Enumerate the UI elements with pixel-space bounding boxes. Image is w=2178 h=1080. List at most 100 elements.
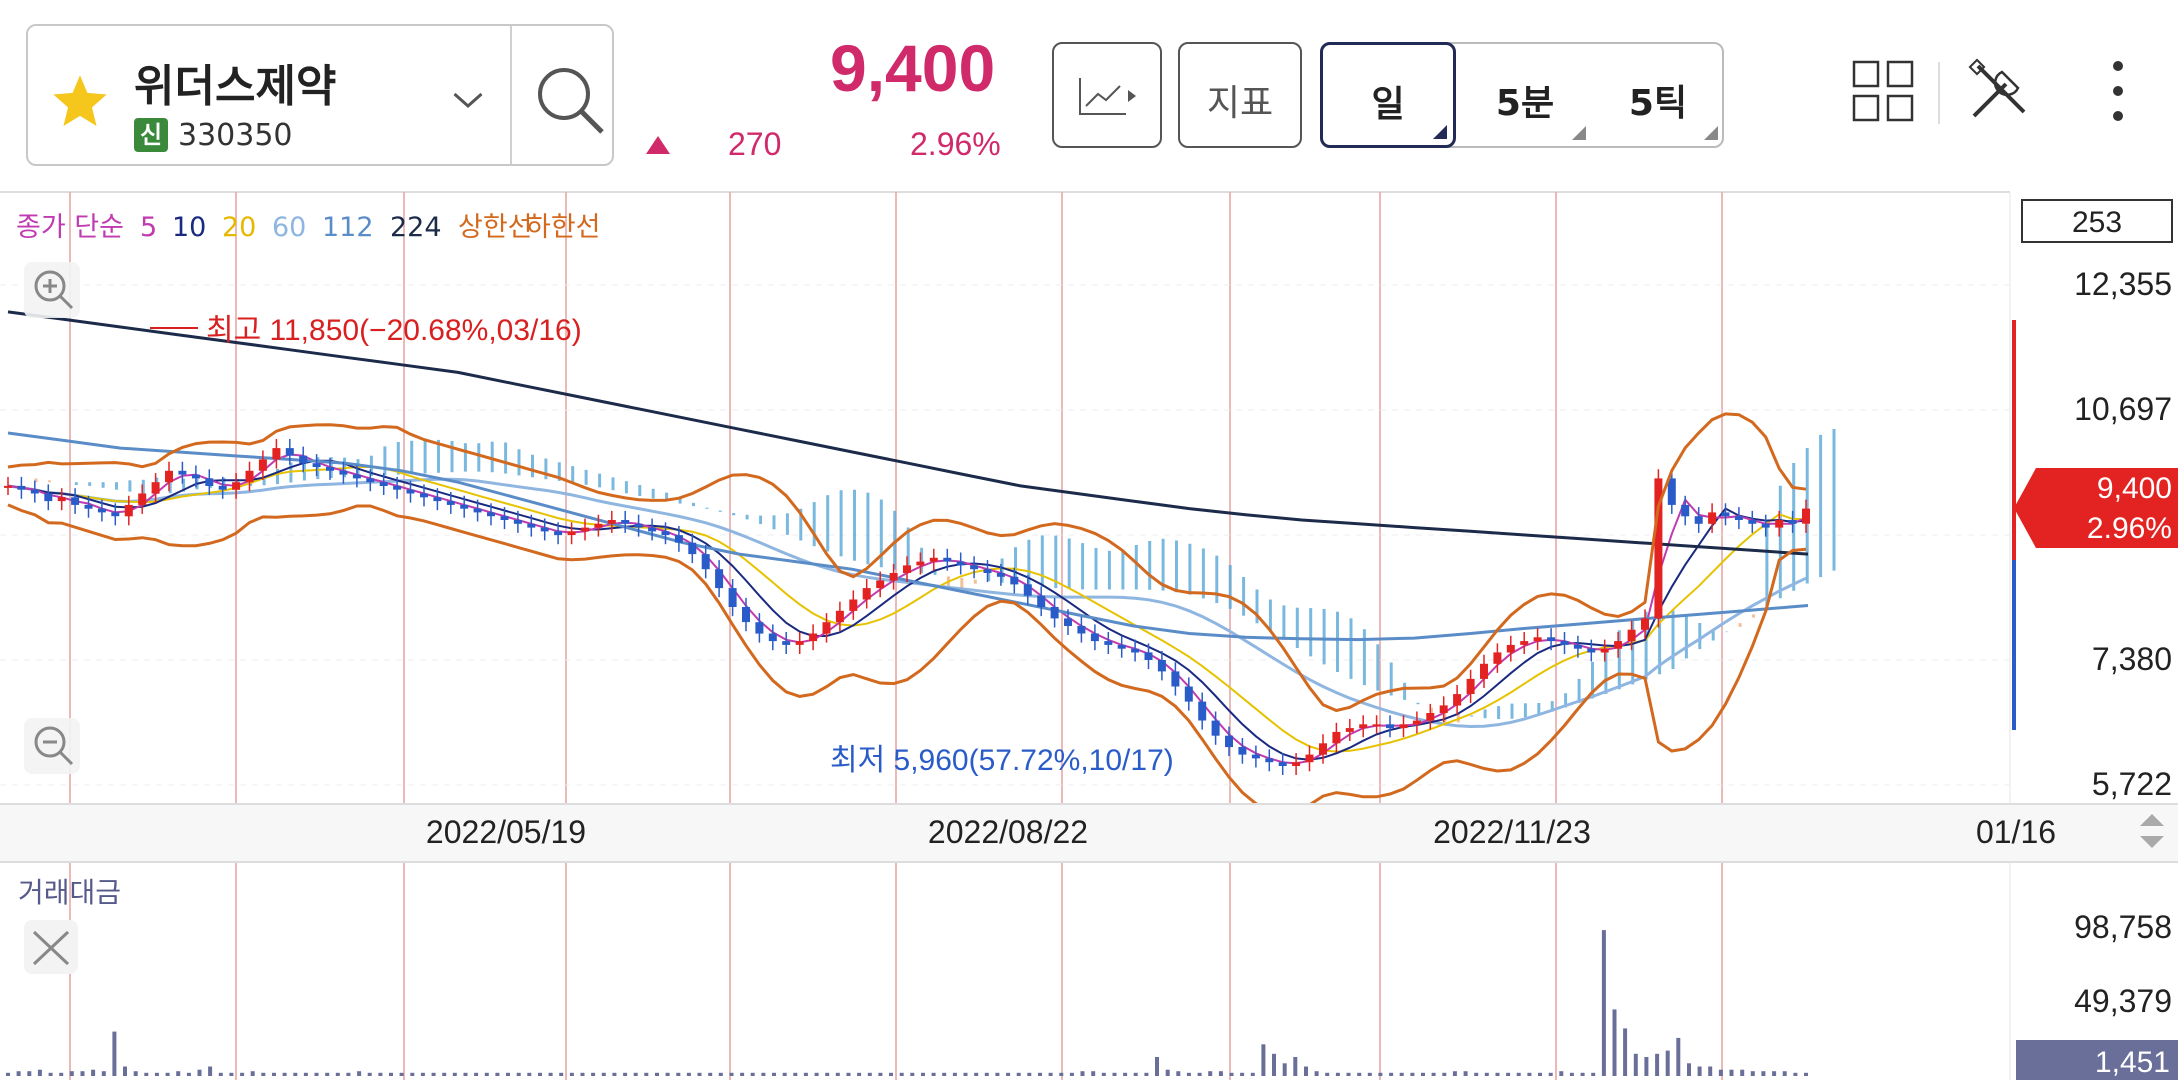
volume-bar <box>1186 1072 1191 1076</box>
volume-bar <box>6 1072 10 1076</box>
volume-bar <box>1197 1072 1202 1076</box>
x-label: 2022/08/22 <box>928 814 1088 850</box>
volume-bar <box>1484 1072 1489 1076</box>
candle-body <box>1117 644 1126 649</box>
candle-body <box>1251 754 1260 759</box>
volume-bar <box>59 1072 64 1076</box>
candle-body <box>849 599 858 611</box>
upper-band-line <box>7 412 1807 713</box>
candle-body <box>527 523 536 528</box>
candle-body <box>1439 705 1448 713</box>
volume-bar <box>1272 1053 1276 1076</box>
volume-bar <box>516 1072 521 1076</box>
volume-bar <box>240 1072 245 1076</box>
candle-body <box>1587 648 1596 653</box>
candle-body <box>17 485 26 490</box>
close-volume-icon[interactable] <box>24 920 78 974</box>
candle-body <box>71 497 80 505</box>
candle-body <box>1144 652 1153 660</box>
volume-bar <box>165 1072 170 1076</box>
candle-body <box>607 520 616 524</box>
volume-bar <box>729 1072 734 1076</box>
candle-body <box>97 508 106 513</box>
x-axis-strip[interactable] <box>0 804 2178 862</box>
volume-bar <box>1250 1072 1255 1076</box>
stock-selector[interactable]: 위더스제약 신 330350 <box>26 24 614 166</box>
x-label: 2022/05/19 <box>426 814 586 850</box>
candle-body <box>1533 637 1542 642</box>
volume-bar <box>697 1072 702 1076</box>
volume-bar <box>1346 1072 1351 1076</box>
candle-body <box>473 508 482 513</box>
volume-bar <box>1612 1009 1617 1076</box>
volume-bar <box>325 1072 330 1076</box>
candle-body <box>916 561 925 566</box>
visible-count-box[interactable] <box>2021 199 2173 243</box>
chevron-down-icon[interactable] <box>450 82 486 118</box>
volume-bar <box>952 1072 957 1076</box>
candle-body <box>191 474 200 479</box>
volume-bar <box>1399 1072 1404 1076</box>
volume-bar <box>1548 1072 1553 1076</box>
search-icon[interactable] <box>530 60 610 140</box>
zoom-in-icon[interactable] <box>24 262 80 318</box>
volume-bar <box>474 1072 479 1076</box>
candle-body <box>1010 576 1019 585</box>
volume-bar <box>1495 1072 1500 1076</box>
volume-bar <box>1772 1071 1777 1076</box>
period-5tick-tab[interactable]: 5틱 <box>1592 44 1724 146</box>
candle-body <box>1131 648 1140 653</box>
candle-body <box>1480 663 1488 679</box>
period-daily-tab[interactable]: 일 <box>1320 42 1456 148</box>
volume-bar <box>1176 1071 1181 1076</box>
layout-grid-icon[interactable] <box>1850 58 1916 124</box>
volume-bar <box>1069 1072 1074 1076</box>
volume-bar <box>1452 1071 1457 1076</box>
volume-bar <box>1761 1071 1766 1076</box>
volume-label: 거래대금 <box>18 876 121 909</box>
volume-bar <box>1261 1044 1266 1076</box>
ma-5-line <box>7 453 1807 765</box>
candle-body <box>956 561 965 566</box>
candle-body <box>1292 762 1301 766</box>
volume-bar <box>569 1072 574 1076</box>
volume-bar <box>186 1072 191 1076</box>
volume-bar <box>1229 1072 1234 1076</box>
zoom-out-icon[interactable] <box>24 718 80 774</box>
volume-bar <box>793 1072 798 1076</box>
candle-body <box>742 607 750 623</box>
volume-bar <box>1633 1053 1638 1076</box>
volume-bar <box>1304 1066 1308 1076</box>
volume-bar <box>591 1072 596 1076</box>
x-label: 01/16 <box>1976 814 2056 850</box>
candle-body <box>1198 701 1207 721</box>
candle-body <box>1560 641 1569 645</box>
favorite-star-icon[interactable] <box>48 70 112 134</box>
candle-body <box>1157 660 1166 672</box>
volume-bar <box>1027 1072 1032 1076</box>
candle-body <box>460 504 469 509</box>
axis-scroll-icon[interactable] <box>2140 814 2164 848</box>
chart-type-button[interactable] <box>1052 42 1162 148</box>
volume-bar <box>1357 1072 1362 1076</box>
volume-bar <box>825 1072 830 1076</box>
more-vertical-icon[interactable] <box>2098 58 2138 124</box>
visible-count: 253 <box>2072 206 2122 239</box>
ma-10-line <box>7 459 1807 761</box>
volume-bar <box>676 1072 681 1076</box>
candle-body <box>1077 625 1086 634</box>
period-5min-tab[interactable]: 5분 <box>1458 44 1592 146</box>
volume-bar <box>1367 1072 1372 1076</box>
volume-bar <box>1165 1069 1170 1076</box>
indicator-button[interactable]: 지표 <box>1178 42 1302 148</box>
volume-bar <box>750 1072 755 1076</box>
stock-chart[interactable]: 253 12,355 10,697 7,380 5,722 9,400 2.96… <box>0 190 2178 1080</box>
tools-icon[interactable] <box>1966 58 2032 124</box>
volume-bar <box>527 1072 532 1076</box>
volume-bar <box>655 1072 659 1076</box>
candle-body <box>1734 516 1743 520</box>
candle-body <box>876 580 885 589</box>
volume-bar <box>1644 1057 1649 1076</box>
volume-bar <box>431 1072 436 1076</box>
